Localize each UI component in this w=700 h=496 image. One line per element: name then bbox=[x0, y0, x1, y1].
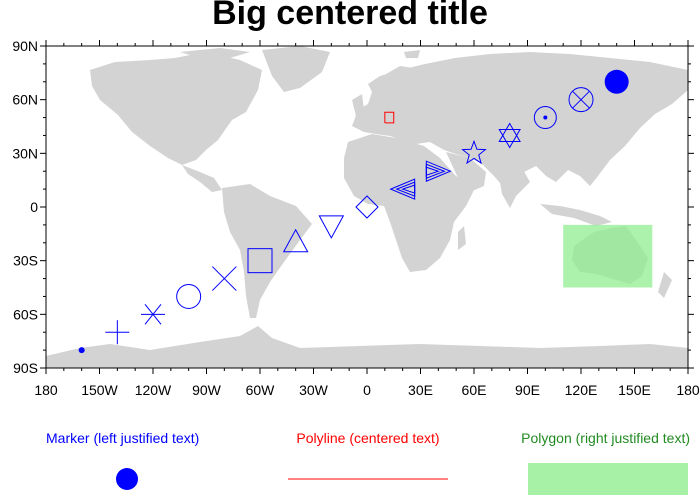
land-arabia bbox=[446, 152, 486, 192]
marker-arrow-right bbox=[425, 160, 452, 182]
marker-circle bbox=[176, 283, 202, 309]
marker-cross bbox=[211, 266, 237, 291]
y-tick-label: 30N bbox=[12, 145, 38, 161]
legend-polyline-text: Polyline (centered text) bbox=[296, 430, 440, 446]
marker-plus bbox=[105, 320, 130, 345]
x-tick-label: 60W bbox=[246, 382, 276, 398]
x-tick-label: 0 bbox=[363, 382, 371, 398]
x-tick-label: 90E bbox=[515, 382, 540, 398]
x-tick-label: 30E bbox=[408, 382, 433, 398]
marker-star-6 bbox=[498, 122, 521, 149]
y-tick-label: 90N bbox=[12, 38, 38, 54]
marker-circle-x bbox=[568, 87, 594, 113]
land-africa bbox=[344, 134, 474, 272]
y-tick-label: 60S bbox=[13, 306, 38, 322]
marker-arrow-left bbox=[389, 178, 416, 200]
y-tick-label: 0 bbox=[30, 199, 38, 215]
land-antarctica bbox=[46, 326, 688, 368]
marker-square bbox=[247, 248, 273, 274]
y-tick-label: 90S bbox=[13, 360, 38, 376]
legend-polygon-symbol bbox=[528, 463, 688, 495]
x-tick-label: 120E bbox=[565, 382, 598, 398]
marker-small-dot bbox=[78, 347, 85, 354]
x-tick-label: 150W bbox=[81, 382, 118, 398]
legend-marker-text: Marker (left justified text) bbox=[46, 430, 200, 446]
land-greenland bbox=[262, 46, 330, 92]
land-north-america bbox=[90, 52, 262, 165]
marker-triangle-down bbox=[318, 215, 345, 239]
land-madagascar bbox=[458, 226, 466, 250]
x-tick-label: 90W bbox=[192, 382, 222, 398]
marker-star-5 bbox=[461, 139, 487, 165]
marker-triangle-up bbox=[282, 228, 309, 253]
land-south-america bbox=[222, 184, 312, 318]
marker-circle-dot bbox=[533, 106, 557, 130]
polyline-box bbox=[384, 111, 395, 124]
legend-marker-symbol bbox=[116, 468, 138, 490]
polygon-box bbox=[563, 224, 653, 288]
markers bbox=[78, 69, 629, 354]
land-new-zealand bbox=[658, 272, 672, 298]
land-scandinavia bbox=[374, 66, 414, 100]
marker-filled-circle bbox=[604, 69, 629, 94]
land-india bbox=[498, 168, 530, 208]
land-svalbard bbox=[404, 50, 420, 58]
marker-diamond bbox=[355, 195, 379, 219]
land-indonesia bbox=[540, 204, 612, 226]
land-central-america bbox=[182, 165, 222, 192]
legend-polygon-text: Polygon (right justified text) bbox=[521, 430, 690, 446]
y-tick-label: 60N bbox=[12, 92, 38, 108]
land-arctic-islands bbox=[180, 48, 250, 58]
land-eurasia bbox=[352, 52, 688, 190]
x-tick-label: 30W bbox=[299, 382, 329, 398]
chart-title: Big centered title bbox=[212, 0, 488, 32]
x-tick-label: 150E bbox=[618, 382, 651, 398]
axis-ticks bbox=[40, 40, 694, 374]
land-masses bbox=[46, 46, 688, 368]
y-tick-label: 30S bbox=[13, 253, 38, 269]
land-british-isles bbox=[352, 94, 364, 116]
marker-asterisk bbox=[141, 304, 165, 325]
land-japan bbox=[616, 122, 628, 146]
x-tick-label: 180 bbox=[34, 382, 58, 398]
x-tick-label: 60E bbox=[462, 382, 487, 398]
axis-tick-labels: 180 150W 120W 90W 60W 30W 0 30E 60E 90E 120E 150E 18… bbox=[12, 38, 700, 398]
x-tick-label: 180 bbox=[676, 382, 700, 398]
x-tick-label: 120W bbox=[135, 382, 172, 398]
